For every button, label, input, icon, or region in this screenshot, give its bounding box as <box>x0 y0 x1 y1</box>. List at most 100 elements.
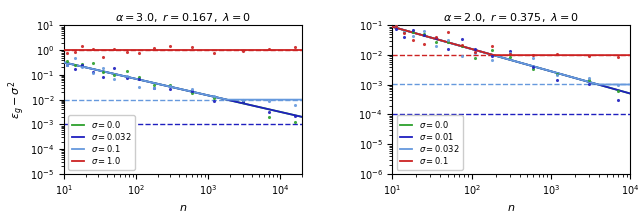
Point <box>149 83 159 86</box>
Point <box>487 49 497 52</box>
Point <box>149 46 159 50</box>
Point <box>390 24 401 27</box>
Point <box>470 51 480 55</box>
Point <box>457 45 467 48</box>
Point <box>457 37 467 40</box>
Point <box>290 103 300 107</box>
Point <box>443 31 453 34</box>
Point <box>187 92 197 95</box>
Point <box>122 76 132 79</box>
Point <box>399 31 409 34</box>
Point <box>552 78 563 81</box>
Point <box>457 54 467 57</box>
Point <box>408 28 418 32</box>
Point <box>109 67 120 70</box>
X-axis label: $n$: $n$ <box>179 203 187 212</box>
Point <box>504 51 515 55</box>
Title: $\alpha = 2.0,\ r = 0.375,\ \lambda = 0$: $\alpha = 2.0,\ r = 0.375,\ \lambda = 0$ <box>444 11 579 24</box>
X-axis label: $n$: $n$ <box>508 203 516 212</box>
Point <box>457 43 467 47</box>
Point <box>408 39 418 42</box>
Point <box>264 110 274 113</box>
Point <box>584 77 594 80</box>
Point <box>290 45 300 48</box>
Point <box>134 51 144 54</box>
Point <box>88 47 98 51</box>
Point <box>613 55 623 58</box>
Point <box>552 52 563 56</box>
Point <box>165 84 175 88</box>
Point <box>419 42 429 46</box>
Point <box>88 71 98 74</box>
Point <box>62 64 72 67</box>
Point <box>69 67 79 70</box>
Point <box>529 67 539 71</box>
Point <box>443 41 453 44</box>
Point <box>62 64 72 67</box>
Point <box>77 63 88 66</box>
Point <box>98 55 108 59</box>
Point <box>399 30 409 34</box>
Point <box>470 47 480 51</box>
Point <box>613 99 623 102</box>
Point <box>390 27 401 31</box>
Point <box>529 65 539 68</box>
Point <box>62 60 72 63</box>
Point <box>134 85 144 89</box>
Point <box>552 72 563 75</box>
Point <box>69 50 79 54</box>
Point <box>187 45 197 48</box>
Point <box>431 45 441 48</box>
Point <box>584 54 594 57</box>
Point <box>109 77 120 80</box>
Point <box>470 56 480 60</box>
Point <box>584 78 594 81</box>
Point <box>419 29 429 32</box>
Point <box>122 69 132 73</box>
Point <box>399 35 409 38</box>
Legend: $\sigma = 0.0$, $\sigma = 0.01$, $\sigma = 0.032$, $\sigma = 0.1$: $\sigma = 0.0$, $\sigma = 0.01$, $\sigma… <box>397 115 463 170</box>
Point <box>487 55 497 58</box>
Point <box>149 87 159 90</box>
Point <box>419 32 429 36</box>
Title: $\alpha = 3.0,\ r = 0.167,\ \lambda = 0$: $\alpha = 3.0,\ r = 0.167,\ \lambda = 0$ <box>115 11 251 24</box>
Point <box>69 56 79 60</box>
Point <box>529 53 539 56</box>
Point <box>290 115 300 118</box>
Point <box>431 35 441 39</box>
Point <box>98 71 108 74</box>
Point <box>584 82 594 85</box>
Point <box>98 67 108 70</box>
Point <box>431 36 441 39</box>
Point <box>504 52 515 56</box>
Point <box>264 115 274 118</box>
Point <box>264 99 274 102</box>
Point <box>390 24 401 27</box>
Point <box>209 97 219 100</box>
Point <box>209 94 219 98</box>
Point <box>69 64 79 67</box>
Point <box>165 45 175 48</box>
Point <box>187 87 197 91</box>
Point <box>209 99 219 103</box>
Point <box>290 120 300 123</box>
Point <box>613 84 623 87</box>
Point <box>109 73 120 77</box>
Point <box>109 47 120 51</box>
Point <box>122 74 132 78</box>
Point <box>77 65 88 68</box>
Point <box>399 32 409 35</box>
Point <box>443 38 453 42</box>
Point <box>408 34 418 38</box>
Point <box>134 78 144 81</box>
Point <box>88 61 98 65</box>
Point <box>122 50 132 53</box>
Point <box>77 64 88 67</box>
Point <box>62 51 72 54</box>
Point <box>419 33 429 37</box>
Point <box>487 45 497 48</box>
Point <box>487 59 497 62</box>
Point <box>504 55 515 59</box>
Point <box>390 24 401 27</box>
Point <box>134 75 144 78</box>
